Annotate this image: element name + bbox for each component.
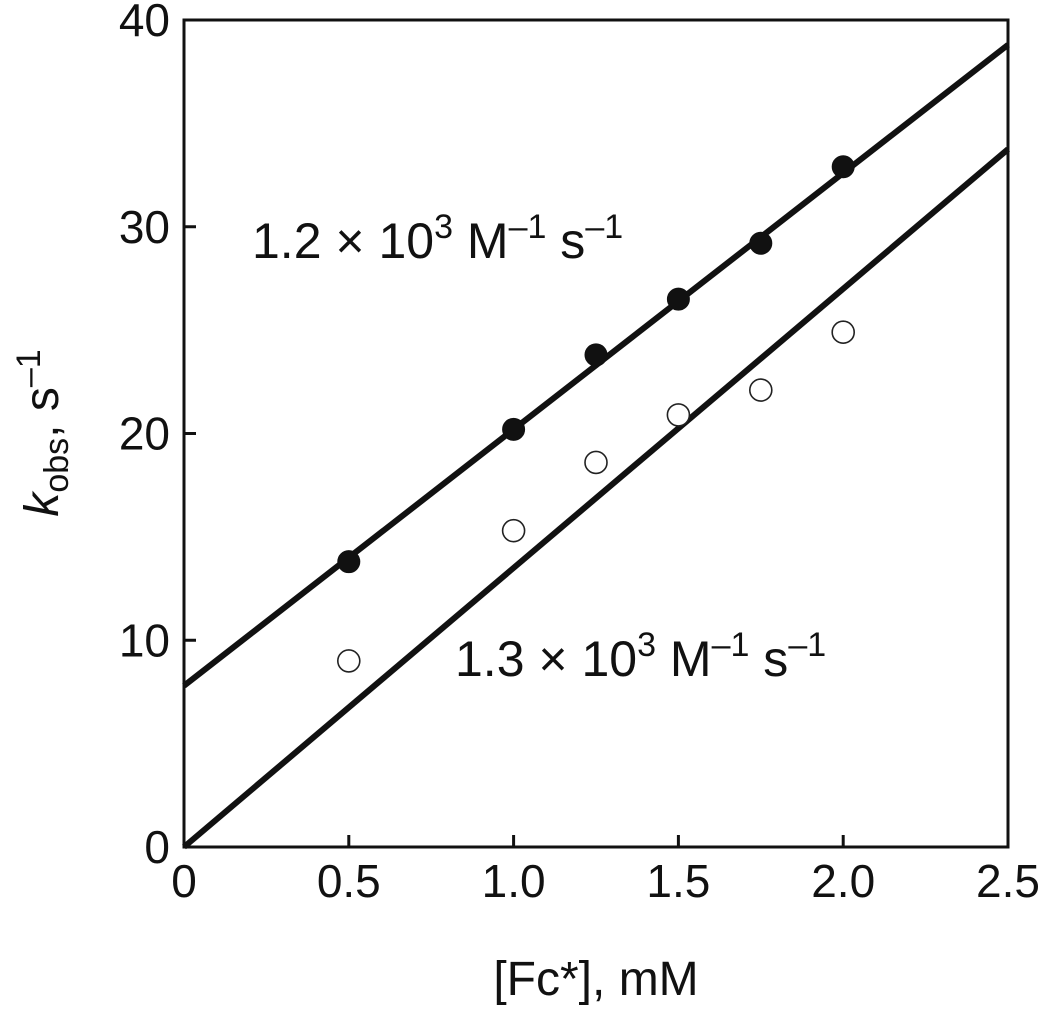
x-axis-title: [Fc*], mM [493, 953, 698, 1006]
y-axis-ticks: 0 10 20 30 40 [119, 0, 196, 873]
x-axis-ticks: 0 0.5 1.0 1.5 2.0 2.5 [171, 835, 1040, 907]
open-data-point [501, 518, 526, 543]
filled-data-point [584, 343, 608, 367]
x-tick-label: 2.0 [811, 855, 875, 907]
fit-lines [182, 42, 1010, 850]
annotation-lower: 1.3 × 103 M–1 s–1 [455, 626, 826, 687]
open-data-point [748, 378, 773, 402]
y-axis-title: kobs, s–1 [10, 349, 76, 516]
filled-data-point [502, 417, 526, 441]
y-tick-label: 0 [144, 821, 170, 873]
annotation-upper: 1.2 × 103 M–1 s–1 [252, 208, 623, 269]
filled-data-point [337, 550, 361, 574]
x-tick-label: 2.5 [976, 855, 1040, 907]
x-tick-label: 1.5 [646, 855, 710, 907]
open-data-point [336, 649, 361, 673]
filled-data-point [831, 155, 855, 179]
x-tick-label: 0.5 [317, 855, 381, 907]
filled-data-point [666, 287, 690, 311]
open-data-point [584, 450, 608, 475]
filled-data-point [749, 231, 773, 255]
data-points [336, 155, 856, 673]
fit-line-2 [182, 146, 1010, 850]
y-tick-label: 30 [119, 201, 170, 253]
open-data-point [666, 403, 691, 427]
y-tick-label: 10 [119, 614, 170, 666]
open-data-point [831, 320, 856, 344]
x-tick-label: 1.0 [482, 855, 546, 907]
y-tick-label: 20 [119, 408, 170, 460]
y-tick-label: 40 [119, 0, 170, 46]
x-tick-label: 0 [171, 855, 197, 907]
